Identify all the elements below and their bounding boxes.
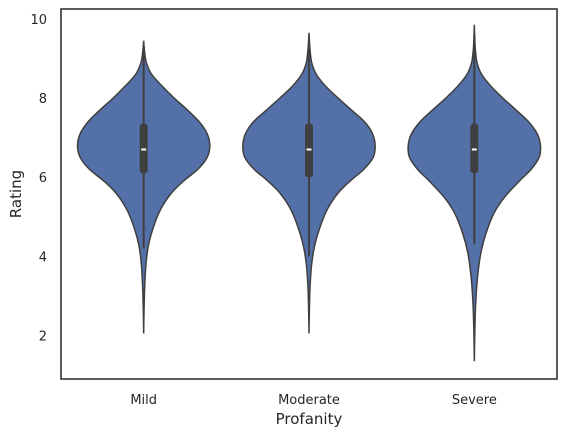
- y-tick-label: 4: [39, 250, 47, 265]
- plot-frame: [60, 8, 558, 380]
- x-tick-label: Moderate: [278, 393, 340, 408]
- y-tick-label: 8: [39, 92, 47, 107]
- y-tick-label: 6: [39, 171, 47, 186]
- y-axis-ticks: 2 4 6 8 10: [30, 13, 47, 345]
- y-tick-label: 10: [30, 13, 47, 28]
- violins-layer: [76, 24, 542, 362]
- x-tick-label: Severe: [452, 393, 497, 408]
- x-axis-ticks: Mild Moderate Severe: [130, 393, 497, 408]
- x-tick-label: Mild: [130, 393, 157, 408]
- x-axis-label: Profanity: [276, 410, 343, 428]
- y-tick-label: 2: [39, 329, 47, 344]
- y-axis-label: Rating: [7, 170, 25, 218]
